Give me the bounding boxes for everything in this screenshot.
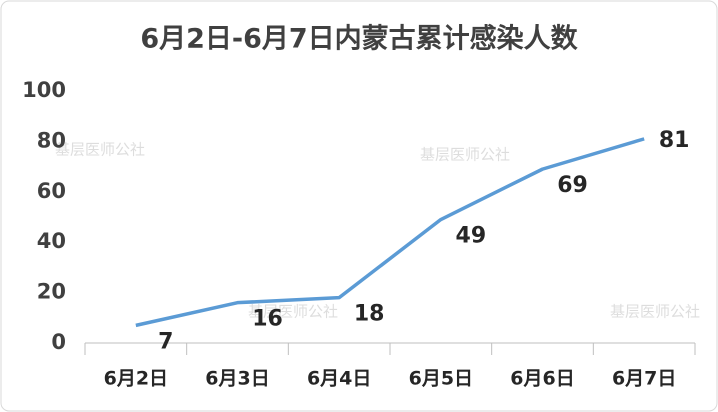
data-label: 16 (252, 307, 283, 332)
y-tick-label: 60 (37, 179, 66, 203)
y-tick-label: 80 (37, 128, 66, 152)
line-series (135, 137, 645, 328)
data-label: 81 (659, 128, 690, 153)
chart-title: 6月2日-6月7日内蒙古累计感染人数 (140, 23, 578, 55)
watermark: 基层医师公社 (55, 141, 145, 159)
x-tick-label: 6月6日 (510, 368, 574, 390)
x-tick-label: 6月7日 (612, 368, 676, 390)
x-tick-label: 6月2日 (104, 368, 168, 390)
data-label: 49 (456, 224, 487, 249)
x-tick-label: 6月5日 (409, 368, 473, 390)
x-tick-label: 6月3日 (205, 368, 269, 390)
y-tick-label: 20 (37, 280, 66, 304)
data-label: 69 (557, 173, 588, 198)
watermark: 基层医师公社 (420, 146, 510, 164)
data-label: 18 (354, 302, 385, 327)
y-tick-label: 40 (37, 229, 66, 253)
watermark: 基层医师公社 (248, 303, 338, 321)
data-label: 7 (158, 329, 173, 354)
y-tick-label: 0 (51, 330, 66, 354)
x-tick-label: 6月4日 (307, 368, 371, 390)
y-tick-label: 100 (22, 78, 66, 102)
watermark: 基层医师公社 (610, 303, 700, 321)
